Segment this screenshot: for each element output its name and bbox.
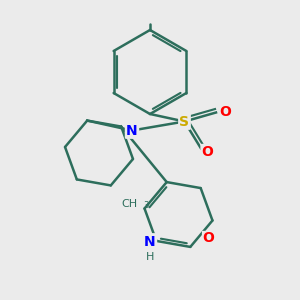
Text: O: O [202,232,214,245]
Text: N: N [126,124,138,137]
Text: CH: CH [121,199,137,209]
Text: S: S [179,115,190,128]
Text: O: O [219,106,231,119]
Text: H: H [146,251,154,262]
Text: 3: 3 [143,201,148,210]
Text: N: N [144,235,156,248]
Text: O: O [201,145,213,158]
